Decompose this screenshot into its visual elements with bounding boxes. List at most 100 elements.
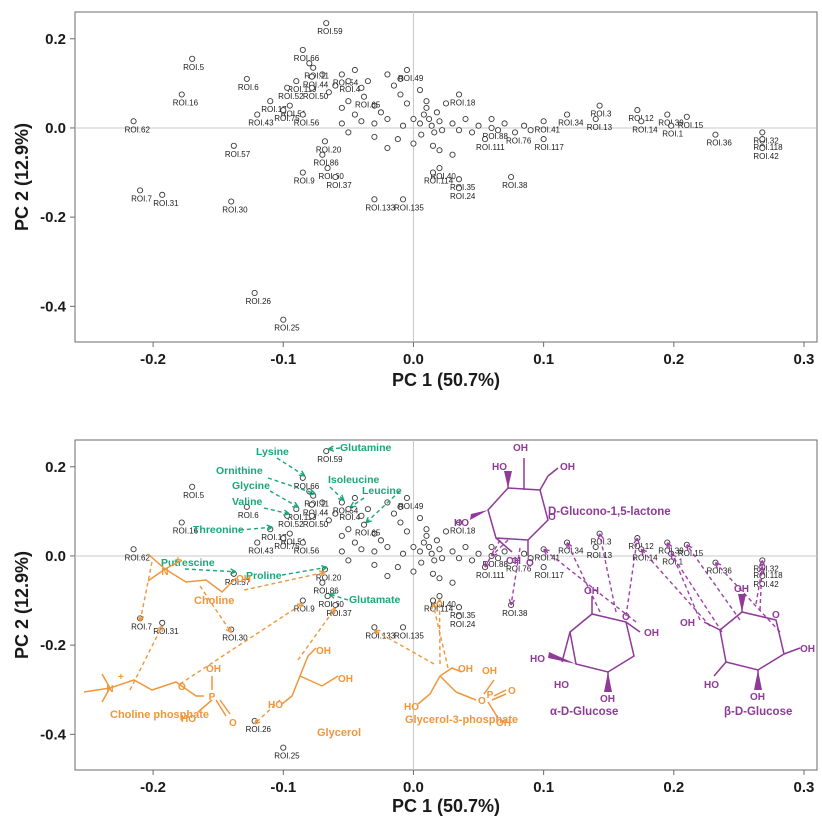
point-label: ROI.57: [225, 150, 251, 159]
data-point: [397, 91, 404, 98]
point-label: ROI.31: [153, 199, 179, 208]
pca-panel-bottom: -0.2 -0.1 0.0 0.1 0.2 0.3 0.2 0.0 -0.2 -0.4 PC 1 …: [12, 439, 818, 816]
arrow-head: [670, 553, 677, 560]
point-label: ROI.50: [303, 92, 329, 101]
point-label: ROI.118: [753, 143, 783, 152]
data-point: [433, 537, 440, 544]
point-label: ROI.76: [506, 564, 532, 573]
arrow-head: [320, 564, 328, 572]
data-point: [759, 129, 766, 136]
point-label: ROI.75: [274, 114, 300, 123]
point-label: ROI.60: [319, 172, 345, 181]
choline-phosphate-n-atom: N: [106, 684, 113, 695]
choline-structure: N + OH: [147, 553, 251, 593]
point-label: ROI.44: [303, 509, 329, 518]
arrow-head: [543, 548, 550, 555]
data-point: [596, 102, 603, 109]
point-label: ROI.37: [326, 181, 352, 190]
point-label: ROI.57: [225, 578, 251, 587]
glycerol-oh-right: OH: [338, 674, 353, 685]
point-label: ROI.6: [238, 511, 259, 520]
point-label: ROI.42: [753, 152, 779, 161]
data-point: [455, 519, 463, 526]
point-label: ROI.51: [281, 110, 307, 119]
label-leucine: Leucine: [362, 485, 402, 497]
point-label: ROI.66: [294, 54, 320, 63]
alpha-ho-left: HO: [530, 654, 545, 665]
annotation-arrow: [438, 599, 441, 665]
alpha-glucose-structure: OH OH HO HO OH O: [530, 586, 659, 705]
data-point: [319, 499, 326, 506]
data-point: [426, 115, 433, 123]
x-tick-label: 0.2: [663, 779, 684, 796]
data-point: [351, 66, 358, 74]
point-label: ROI.66: [294, 482, 320, 491]
point-label: ROI.26: [246, 725, 272, 734]
data-point: [338, 120, 345, 127]
annotation-arrow: [139, 561, 153, 622]
data-point: [299, 46, 306, 53]
data-point: [358, 546, 365, 553]
data-point: [338, 71, 345, 78]
data-point: [332, 82, 339, 89]
annotation-arrow: [670, 553, 723, 633]
data-point: [488, 124, 495, 131]
arrow-head: [329, 592, 336, 599]
x-tick-label: 0.2: [663, 351, 684, 368]
data-point: [299, 169, 306, 176]
data-point: [410, 543, 417, 551]
data-point: [433, 109, 440, 116]
alpha-o-ring: O: [622, 612, 630, 623]
data-point: [358, 118, 365, 125]
data-point: [137, 187, 144, 194]
data-point: [358, 84, 365, 91]
point-label: ROI.15: [678, 549, 704, 558]
label-beta-glucose: β-D-Glucose: [724, 706, 792, 718]
data-point: [475, 122, 482, 129]
arrow-head: [337, 494, 345, 502]
choline-phosphate-o-double: O: [229, 718, 237, 729]
axis-ticks-bottom: -0.2 -0.1 0.0 0.1 0.2 0.3 0.2 0.0 -0.2 -0.4: [40, 459, 814, 796]
annotation-arrow: [374, 629, 435, 665]
data-point: [416, 120, 424, 127]
choline-charge: +: [175, 555, 181, 566]
beta-glucose-structure: OH OH OH HO OH O: [680, 584, 815, 703]
arrow-head: [266, 524, 273, 531]
green-annotations: Lysine Glutamine Ornithine Glycine Isole…: [161, 442, 402, 606]
choline-phosphate-charge: +: [118, 672, 124, 683]
data-point: [371, 133, 378, 140]
glycerol-3-phosphate-oh-bottom: OH: [496, 718, 511, 729]
data-point: [308, 501, 315, 508]
data-point: [130, 118, 137, 125]
data-point: [418, 559, 425, 566]
data-point: [325, 517, 332, 524]
data-point: [482, 136, 489, 143]
data-point: [360, 521, 368, 528]
plot-frame-top: [74, 11, 818, 343]
point-label: ROI.30: [222, 206, 248, 215]
data-point: [423, 98, 430, 105]
point-label: ROI.25: [274, 752, 300, 761]
data-point: [397, 519, 404, 526]
y-axis-label-bottom: PC 2 (12.9%): [12, 551, 32, 659]
point-label: ROI.86: [313, 159, 339, 168]
glucono-o-ring: O: [548, 512, 556, 523]
data-point: [759, 136, 766, 143]
arrow-head: [329, 607, 337, 615]
annotation-arrow: [759, 560, 764, 611]
data-point: [394, 136, 401, 143]
data-point: [592, 115, 599, 123]
data-point: [521, 122, 528, 129]
point-label: ROI.24: [450, 192, 476, 201]
point-label: ROI.13: [587, 551, 613, 560]
arrow-head: [225, 626, 232, 634]
data-point: [416, 514, 424, 522]
data-point: [345, 129, 352, 136]
data-point: [423, 532, 430, 539]
glycerol-structure: HO OH OH: [268, 646, 353, 711]
beta-o-ring: O: [772, 610, 780, 621]
point-label: ROI.20: [316, 145, 342, 154]
data-point: [403, 66, 410, 74]
data-point: [410, 140, 417, 147]
point-label: ROI.7: [131, 194, 152, 203]
